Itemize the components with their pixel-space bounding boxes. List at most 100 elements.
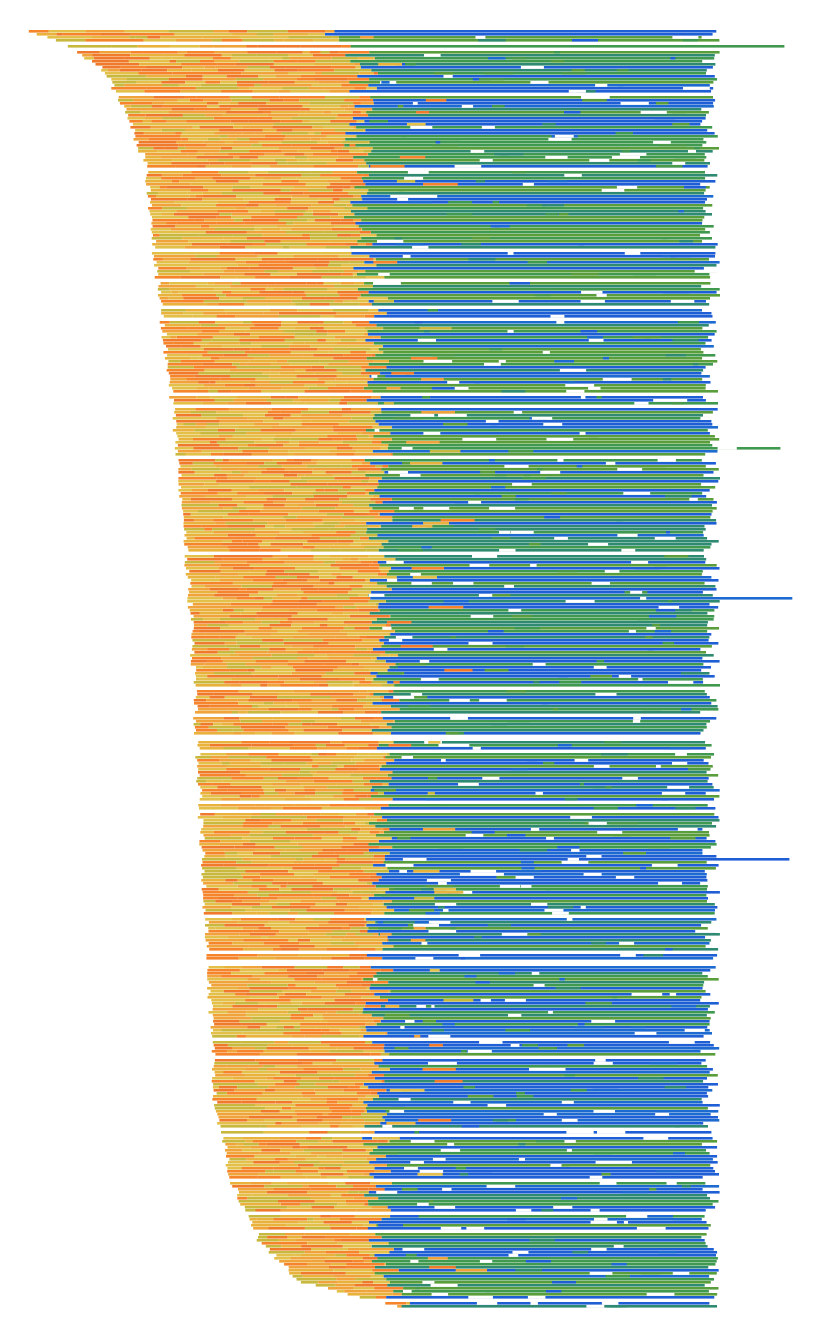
row-segment <box>291 144 330 147</box>
row-segment <box>203 261 236 264</box>
row-segment <box>552 912 569 915</box>
row-segment <box>298 948 327 951</box>
row-segment <box>340 177 362 180</box>
row-segment <box>265 1245 282 1248</box>
row-segment <box>360 828 383 831</box>
row-segment <box>297 150 331 153</box>
row-segment <box>291 1107 330 1110</box>
row-segment <box>376 1158 713 1161</box>
row-segment <box>134 132 144 135</box>
row-segment <box>364 822 369 825</box>
row-segment <box>321 72 360 75</box>
row-segment <box>184 246 199 249</box>
row-segment <box>366 1290 394 1293</box>
row-segment <box>288 660 305 663</box>
row-segment <box>173 390 209 393</box>
row-segment <box>363 129 366 132</box>
row-segment <box>378 1224 403 1227</box>
row-segment <box>298 441 320 444</box>
row-segment <box>322 969 350 972</box>
row-segment <box>226 474 245 477</box>
row-segment <box>239 933 251 936</box>
row-segment <box>228 624 270 627</box>
row-segment <box>315 489 325 492</box>
row-segment <box>272 495 315 498</box>
row-segment <box>237 396 271 399</box>
row-segment <box>242 1032 284 1035</box>
row-segment <box>194 726 209 729</box>
row-segment <box>150 189 191 192</box>
row-segment <box>364 1194 708 1197</box>
row-segment <box>220 564 250 567</box>
row-segment <box>357 837 392 840</box>
row-segment <box>288 1266 329 1269</box>
row-segment <box>247 669 255 672</box>
row-segment <box>349 261 365 264</box>
row-segment <box>175 225 201 228</box>
row-segment <box>380 447 388 450</box>
row-segment <box>259 1053 297 1056</box>
row-segment <box>147 162 172 165</box>
row-segment <box>582 99 607 102</box>
row-segment <box>313 1218 340 1221</box>
row-segment <box>363 387 706 390</box>
row-segment <box>475 981 490 984</box>
row-segment <box>548 138 572 141</box>
row-segment <box>175 453 186 456</box>
row-segment <box>367 483 379 486</box>
row-segment <box>388 690 394 693</box>
row-segment <box>282 807 322 810</box>
row-segment <box>236 261 246 264</box>
row-segment <box>231 972 265 975</box>
row-segment <box>348 360 374 363</box>
row-segment <box>344 207 368 210</box>
row-segment <box>543 1113 557 1116</box>
row-segment <box>337 540 354 543</box>
row-segment <box>329 90 350 93</box>
row-segment <box>190 654 230 657</box>
row-segment <box>168 78 203 81</box>
row-segment <box>202 891 248 894</box>
row-segment <box>307 408 342 411</box>
row-segment <box>258 1062 303 1065</box>
row-segment <box>353 159 365 162</box>
row-segment <box>174 33 203 36</box>
row-segment <box>368 1188 385 1191</box>
row-segment <box>199 840 221 843</box>
row-segment <box>239 336 259 339</box>
row-segment <box>309 102 354 105</box>
row-segment <box>346 204 353 207</box>
row-segment <box>282 57 290 60</box>
row-segment <box>586 1305 605 1308</box>
row-segment <box>279 888 292 891</box>
row-segment <box>479 1260 493 1263</box>
row-segment <box>413 924 439 927</box>
row-segment <box>438 744 449 747</box>
row-segment <box>365 492 369 495</box>
row-segment <box>256 1029 301 1032</box>
row-segment <box>77 51 100 54</box>
row-segment <box>342 372 361 375</box>
row-segment <box>243 828 273 831</box>
row-segment <box>399 708 719 711</box>
row-segment <box>342 1164 373 1167</box>
row-segment <box>318 1170 347 1173</box>
row-segment <box>172 159 208 162</box>
row-segment <box>195 696 210 699</box>
row-segment <box>350 246 716 249</box>
row-segment <box>294 861 303 864</box>
row-segment <box>337 1203 347 1206</box>
row-segment <box>535 294 552 297</box>
row-segment <box>459 873 479 876</box>
row-segment <box>390 615 715 618</box>
row-segment <box>370 1053 381 1056</box>
row-segment <box>588 387 601 390</box>
row-segment <box>234 1089 265 1092</box>
row-segment <box>363 705 391 708</box>
row-segment <box>387 936 706 939</box>
row-segment <box>357 699 382 702</box>
row-segment <box>358 1191 369 1194</box>
row-segment <box>209 948 244 951</box>
row-segment <box>500 153 524 156</box>
row-segment <box>272 717 308 720</box>
